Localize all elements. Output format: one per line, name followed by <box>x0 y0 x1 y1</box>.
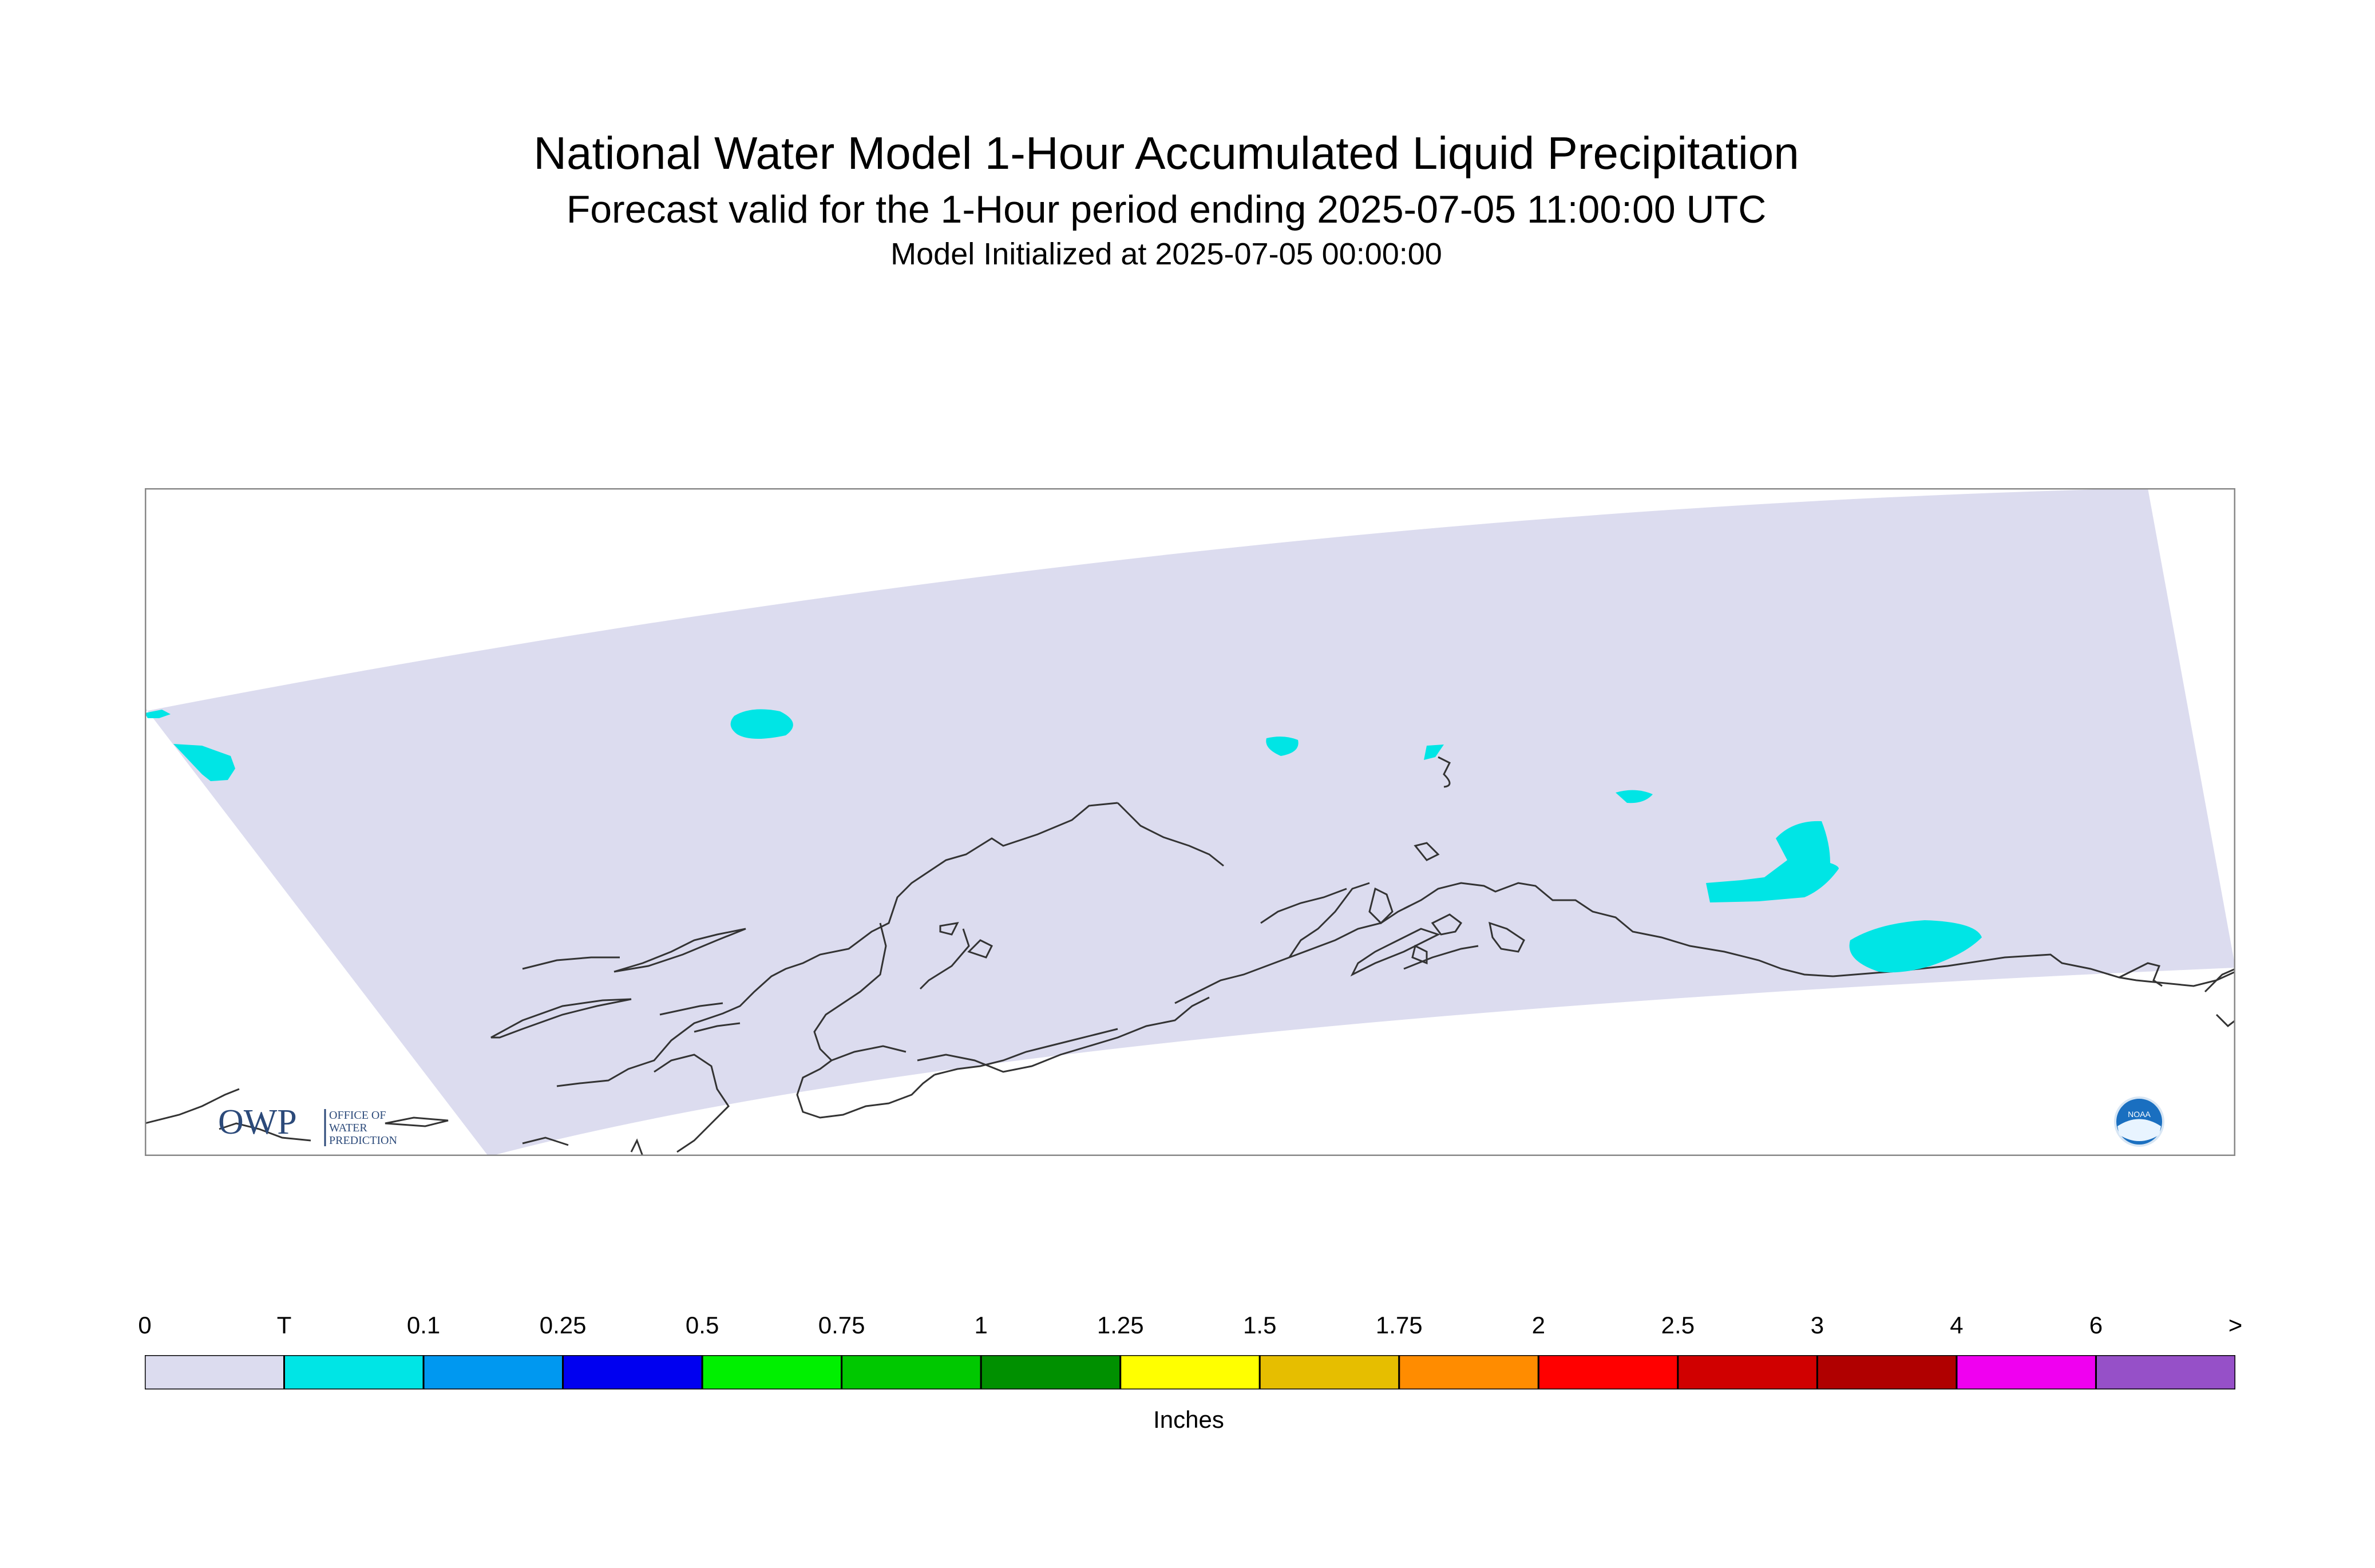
colorbar-swatch <box>701 1355 843 1389</box>
legend-tick-label: 0.25 <box>539 1312 587 1339</box>
owp-logo-sub1: OFFICE OF <box>329 1109 386 1122</box>
legend-tick-label: 1.25 <box>1097 1312 1144 1339</box>
owp-logo-sub3: PREDICTION <box>329 1134 397 1147</box>
legend-tick-label: T <box>276 1312 292 1339</box>
precip-colorbar <box>145 1355 2235 1389</box>
legend-tick-label: 1 <box>974 1312 988 1339</box>
owp-logo-sub2: WATER <box>329 1122 367 1134</box>
colorbar-swatch <box>1398 1355 1539 1389</box>
map-frame <box>145 488 2235 1156</box>
precip-patch <box>1266 737 1299 756</box>
colorbar-swatch <box>562 1355 703 1389</box>
legend-tick-label: 4 <box>1950 1312 1964 1339</box>
precip-patch <box>1616 790 1653 803</box>
legend-tick-label: 0.5 <box>685 1312 719 1339</box>
legend-tick-label: 1.5 <box>1243 1312 1277 1339</box>
owp-logo-text: OWP <box>218 1103 297 1142</box>
legend-tick-label: 2 <box>1531 1312 1546 1339</box>
precip-patch <box>173 744 235 781</box>
colorbar-swatch <box>1677 1355 1818 1389</box>
precip-patch <box>1706 821 1839 902</box>
model-init-line: Model Initialized at 2025-07-05 00:00:00 <box>890 237 1442 271</box>
colorbar-swatch <box>1537 1355 1679 1389</box>
colorbar-swatch <box>2095 1355 2235 1389</box>
noaa-logo: NOAA <box>2114 1096 2164 1147</box>
colorbar-unit-label: Inches <box>1153 1406 1224 1433</box>
legend-tick-label: 1.75 <box>1375 1312 1423 1339</box>
colorbar-swatch <box>283 1355 425 1389</box>
model-domain-area <box>145 488 2235 1156</box>
legend-tick-label: 0.75 <box>818 1312 865 1339</box>
coastlines <box>145 756 2235 1156</box>
colorbar-swatch <box>1816 1355 1958 1389</box>
noaa-logo-text: NOAA <box>2128 1110 2151 1119</box>
colorbar-swatch <box>841 1355 982 1389</box>
map-title: National Water Model 1-Hour Accumulated … <box>533 128 1799 179</box>
legend-tick-label: 2.5 <box>1661 1312 1695 1339</box>
colorbar-swatch <box>1119 1355 1261 1389</box>
precip-patch <box>145 710 171 718</box>
legend-tick-label: 0.1 <box>406 1312 441 1339</box>
legend-tick-label: > <box>2228 1312 2243 1339</box>
colorbar-swatch <box>1956 1355 2097 1389</box>
precip-patch <box>1424 745 1444 760</box>
legend-tick-label: 6 <box>2089 1312 2103 1339</box>
precipitation-map: OWP OFFICE OF WATER PREDICTION NOAA <box>145 488 2235 1156</box>
precip-patch <box>730 709 793 739</box>
colorbar-swatch <box>145 1355 286 1389</box>
colorbar-swatch <box>422 1355 564 1389</box>
precip-trace-areas <box>145 709 1982 973</box>
colorbar-swatch <box>980 1355 1122 1389</box>
legend-tick-labels: 0 T 0.1 0.25 0.5 0.75 1 1.25 1.5 1.75 2 2.5 3 4 6 > <box>0 1312 2375 1346</box>
legend-tick-label: 0 <box>138 1312 152 1339</box>
precip-patch <box>1849 920 1982 973</box>
colorbar-swatch <box>1258 1355 1400 1389</box>
map-subtitle: Forecast valid for the 1-Hour period end… <box>566 188 1767 231</box>
owp-logo: OWP OFFICE OF WATER PREDICTION <box>218 1103 397 1147</box>
legend-tick-label: 3 <box>1810 1312 1824 1339</box>
